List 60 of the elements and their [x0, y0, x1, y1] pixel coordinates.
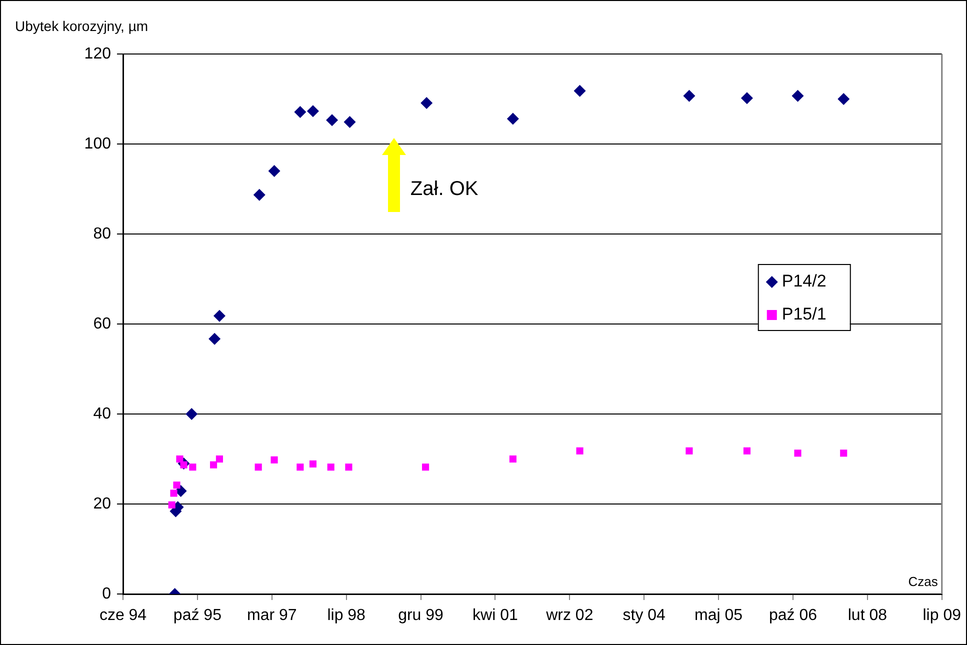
- y-axis-title: Ubytek korozyjny, µm: [15, 18, 148, 34]
- point: [683, 90, 696, 102]
- point: [270, 456, 278, 464]
- point: [794, 450, 802, 457]
- point: [253, 188, 266, 201]
- point: [838, 93, 850, 105]
- x-tick-label: maj 05: [694, 607, 743, 624]
- y-tick-label: 100: [84, 135, 112, 152]
- x-tick-label: mar 97: [246, 607, 297, 624]
- x-tick-label: paź 95: [173, 607, 222, 624]
- x-tick-label: wrz 02: [545, 607, 594, 624]
- y-tick-label: 20: [93, 495, 112, 512]
- x-tick-label: gru 99: [398, 607, 444, 624]
- annotation: Zał. OK: [410, 178, 479, 200]
- point: [743, 447, 751, 454]
- point: [326, 114, 338, 126]
- y-tick-label: 40: [93, 405, 112, 422]
- x-tick-label: lut 08: [848, 607, 888, 624]
- point: [509, 455, 516, 463]
- y-tick-label: 0: [102, 585, 112, 602]
- x-tick-label: lip 98: [327, 607, 366, 624]
- y-tick-label: 60: [93, 315, 112, 332]
- point: [170, 490, 178, 497]
- point: [422, 464, 430, 471]
- point: [268, 165, 280, 177]
- point: [210, 461, 218, 468]
- y-tick-label: 120: [84, 45, 112, 62]
- x-axis-title: Czas: [908, 574, 938, 589]
- point: [294, 106, 306, 118]
- x-tick-label: paź 06: [768, 607, 818, 624]
- legend-label: P14/2: [782, 272, 826, 291]
- point: [254, 464, 262, 471]
- point: [420, 97, 433, 110]
- x-tick-label: cze 94: [99, 607, 147, 624]
- point: [327, 464, 334, 471]
- point: [740, 92, 753, 104]
- point: [186, 408, 198, 420]
- point: [208, 332, 221, 345]
- point: [686, 447, 693, 454]
- point: [345, 464, 352, 471]
- point: [213, 310, 226, 322]
- point: [168, 501, 176, 508]
- point: [176, 455, 184, 463]
- x-tick-label: kwi 01: [472, 607, 518, 624]
- legend-label: P15/1: [782, 304, 826, 324]
- point: [216, 455, 224, 463]
- point: [173, 482, 180, 489]
- x-tick-label: lip 09: [922, 607, 962, 624]
- point: [576, 447, 584, 454]
- point: [306, 105, 319, 118]
- point: [574, 84, 586, 97]
- point: [344, 116, 356, 128]
- point: [189, 464, 196, 471]
- point: [792, 90, 804, 102]
- point: [506, 112, 519, 125]
- y-tick-label: 80: [93, 225, 112, 242]
- point: [309, 460, 317, 468]
- point: [296, 464, 304, 471]
- point: [840, 450, 848, 457]
- x-tick-label: sty 04: [622, 607, 666, 624]
